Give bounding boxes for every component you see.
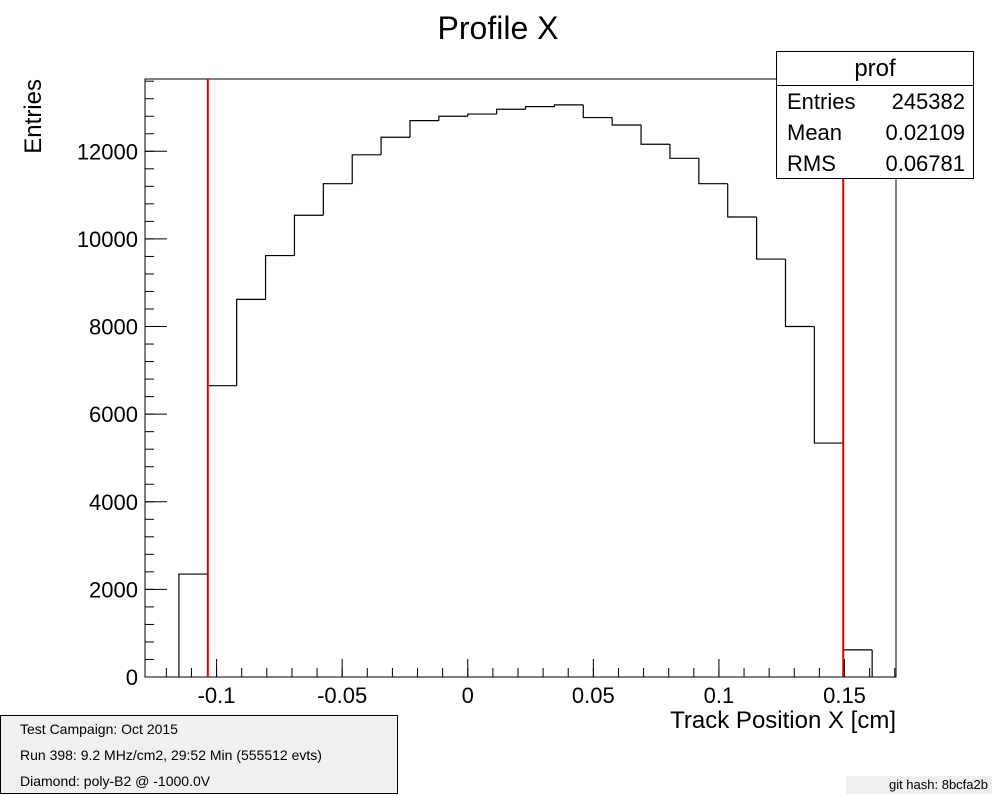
x-tick-label: -0.1 [198,683,236,708]
stats-value: 0.06781 [885,151,965,176]
y-tick-label: 10000 [77,227,138,252]
info-line-campaign: Test Campaign: Oct 2015 [20,721,178,737]
histogram-bin [438,115,468,121]
stats-key: Entries [787,89,856,114]
histogram-bin [553,104,584,107]
histogram-bin [842,443,873,651]
y-tick-label: 0 [126,665,138,690]
histogram-bin [467,113,497,117]
histogram-bin [236,298,266,386]
histogram-bin [756,217,786,260]
histogram-bin [380,136,410,155]
x-axis-label: Track Position X [cm] [670,707,896,734]
histogram-bin [178,573,208,677]
stats-value: 0.02109 [885,120,965,145]
info-line-diamond: Diamond: poly-B2 @ -1000.0V [20,773,211,789]
info-line-run: Run 398: 9.2 MHz/cm2, 29:52 Min (555512 … [20,747,322,763]
chart-title: Profile X [438,10,559,46]
stats-key: Mean [787,120,843,145]
histogram-bin [351,154,382,184]
stats-value: 245382 [891,89,965,114]
x-tick-label: 0.1 [704,683,735,708]
info-box: Test Campaign: Oct 2015 Run 398: 9.2 MHz… [0,715,398,794]
git-hash: git hash: 8bcfa2b [846,776,992,794]
y-tick-label: 8000 [89,315,138,340]
histogram-bin [611,117,642,126]
stats-key: RMS [787,151,836,176]
stats-box: prof Entries 245382 Mean 0.02109 RMS 0.0… [776,51,974,179]
plot-frame [144,78,897,678]
histogram-bin [813,326,844,444]
histogram-bin [207,385,237,575]
y-tick-label: 4000 [89,490,138,515]
x-tick-label: 0.15 [823,683,866,708]
histogram-bin [496,108,526,115]
histogram-bin [784,259,815,328]
histogram-bin [582,104,613,119]
y-tick-label: 2000 [89,577,138,602]
y-tick-label: 12000 [77,139,138,164]
histogram-bin [322,183,353,216]
stats-row-entries: Entries 245382 [787,87,965,117]
x-tick-label: -0.05 [317,683,367,708]
y-axis-label: Entries [20,79,47,154]
histogram-bin [698,158,728,185]
x-tick-label: 0.05 [572,683,615,708]
histogram-bin [264,254,295,300]
stats-row-rms: RMS 0.06781 [787,149,965,179]
x-tick-label: 0 [462,683,474,708]
histogram-bin [524,106,555,110]
histogram-bin [640,125,670,145]
histogram-bin [409,120,439,138]
y-tick-label: 6000 [89,402,138,427]
stats-row-mean: Mean 0.02109 [787,118,965,148]
histogram-bin [293,214,324,256]
stats-title: prof [777,52,973,86]
histogram-bin [727,183,757,218]
histogram-bin [669,144,699,159]
